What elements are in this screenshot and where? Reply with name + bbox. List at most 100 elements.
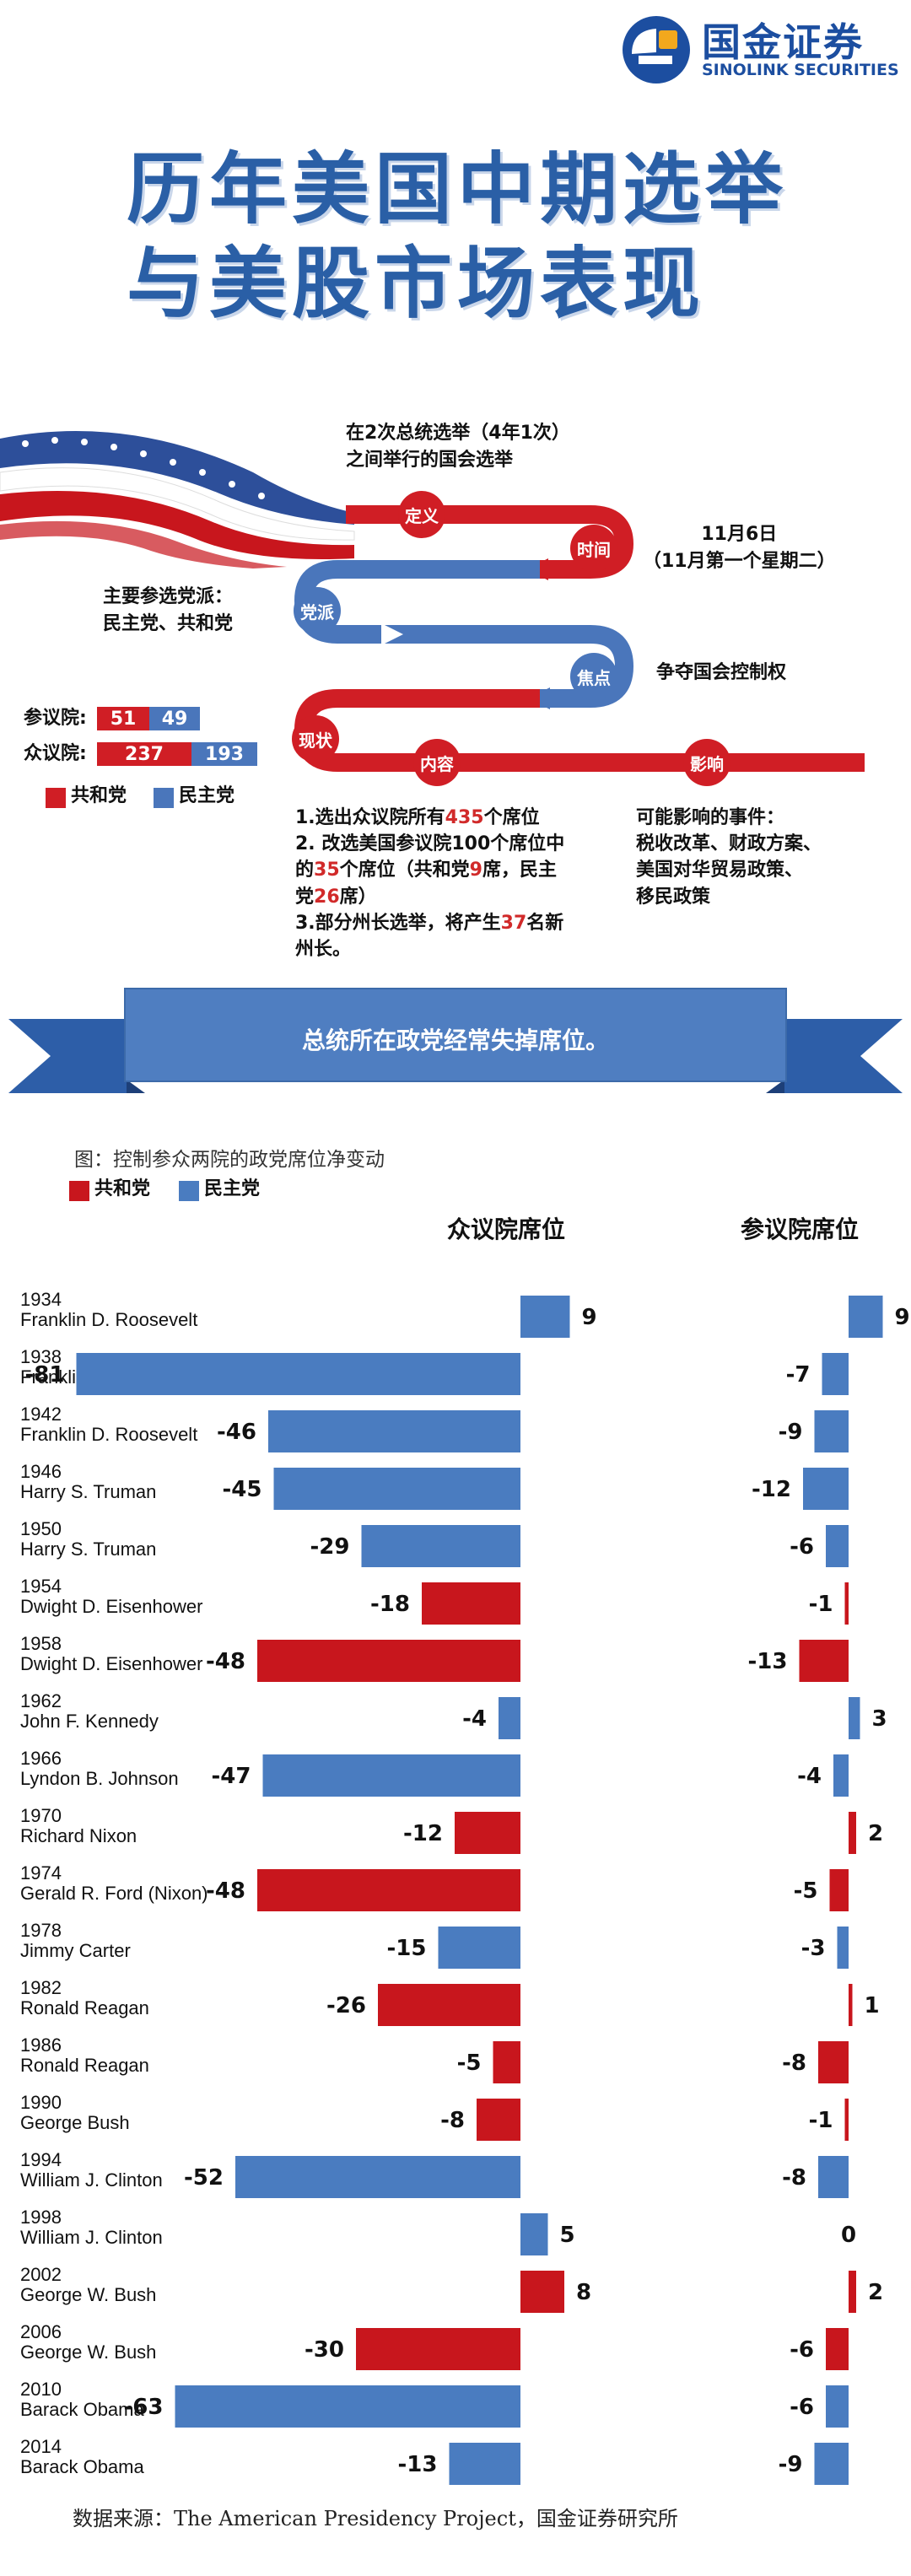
senate-value-label: 2 <box>868 2280 883 2305</box>
station-impact: 影响 <box>683 739 730 786</box>
house-value-label: -63 <box>124 2395 164 2420</box>
house-bar <box>438 1927 520 1969</box>
house-value-label: 5 <box>560 2223 575 2248</box>
station-status: 现状 <box>292 715 339 763</box>
house-rep-bar: 237 <box>97 742 191 766</box>
senate-bar <box>844 1582 849 1625</box>
category-president-label: Franklin D. Roosevelt <box>20 1309 197 1330</box>
house-value-label: -13 <box>398 2452 438 2477</box>
senate-bar <box>844 2099 849 2141</box>
category-year-label: 1974 <box>20 1862 62 1883</box>
chart-legend-republican-swatch <box>69 1181 89 1201</box>
house-bar <box>455 1812 520 1854</box>
senate-value-label: -6 <box>790 2337 814 2363</box>
senate-value-label: -4 <box>797 1764 822 1789</box>
category-year-label: 1934 <box>20 1289 62 1310</box>
category-year-label: 2014 <box>20 2436 62 2457</box>
senate-panel-title: 参议院席位 <box>741 1215 860 1243</box>
senate-bar <box>814 2443 849 2485</box>
station-focus: 焦点 <box>570 653 617 700</box>
house-value-label: -47 <box>212 1764 251 1789</box>
category-year-label: 2006 <box>20 2321 62 2342</box>
house-bar <box>449 2443 520 2485</box>
category-president-label: Richard Nixon <box>20 1825 137 1846</box>
house-value-label: 9 <box>582 1305 597 1330</box>
senate-bar <box>833 1754 849 1797</box>
house-bar <box>235 2156 520 2198</box>
senate-value-label: -9 <box>779 1420 803 1445</box>
house-value-label: -15 <box>387 1936 427 1961</box>
category-year-label: 1954 <box>20 1576 62 1597</box>
brand-name-cn: 国金证券 <box>702 19 864 65</box>
category-president-label: Barack Obama <box>20 2399 144 2420</box>
senate-dem-bar: 49 <box>149 707 200 730</box>
chart-legend-democrat-swatch <box>179 1181 199 1201</box>
house-value-label: -5 <box>457 2051 482 2076</box>
category-year-label: 1990 <box>20 2092 62 2113</box>
category-year-label: 2002 <box>20 2264 62 2285</box>
senate-value-label: -13 <box>748 1649 788 1674</box>
brand-name-en: SINOLINK SECURITIES <box>702 61 899 79</box>
category-president-label: Harry S. Truman <box>20 1481 156 1502</box>
house-value-label: -46 <box>217 1420 256 1445</box>
senate-bar <box>826 2328 849 2370</box>
station-time: 时间 <box>570 525 617 572</box>
senate-bar <box>837 1927 849 1969</box>
impact-text: 可能影响的事件： 税收改革、财政方案、 美国对华贸易政策、 移民政策 <box>636 807 822 908</box>
category-year-label: 1942 <box>20 1404 62 1425</box>
senate-bar <box>849 1984 853 2026</box>
station-parties: 党派 <box>294 587 341 634</box>
category-president-label: William J. Clinton <box>20 2227 163 2248</box>
category-year-label: 1946 <box>20 1461 62 1482</box>
category-president-label: Harry S. Truman <box>20 1539 156 1560</box>
chart-legend-republican-label: 共和党 <box>94 1178 151 1199</box>
house-bar <box>493 2041 520 2083</box>
category-president-label: George W. Bush <box>20 2342 156 2363</box>
house-dem-bar: 193 <box>191 742 257 766</box>
house-bar <box>273 1468 520 1510</box>
senate-bar <box>818 2156 849 2198</box>
house-bar <box>422 1582 520 1625</box>
house-value-label: -52 <box>184 2165 224 2191</box>
banner-ribbon <box>8 988 903 1093</box>
house-value-label: -48 <box>206 1649 245 1674</box>
house-bar <box>499 1697 520 1739</box>
category-president-label: Lyndon B. Johnson <box>20 1768 179 1789</box>
senate-value-label: -8 <box>782 2165 806 2191</box>
category-president-label: George Bush <box>20 2112 130 2133</box>
house-value-label: -4 <box>462 1706 487 1732</box>
source-note: 数据来源：The American Presidency Project，国金证… <box>73 2507 678 2530</box>
station-definition: 定义 <box>398 491 445 538</box>
category-president-label: William J. Clinton <box>20 2169 163 2191</box>
content-line-1: 1.选出众议院所有435个席位 <box>295 807 540 828</box>
senate-value-label: 2 <box>868 1821 883 1846</box>
house-value-label: -30 <box>305 2337 344 2363</box>
focus-text: 争夺国会控制权 <box>656 662 787 683</box>
senate-bar <box>849 1697 860 1739</box>
senate-bar <box>826 2385 849 2428</box>
house-value-label: 8 <box>576 2280 591 2305</box>
senate-bar <box>799 1640 849 1682</box>
page-title-line2: 与美股市场表现 <box>127 239 706 329</box>
senate-bar <box>826 1525 849 1567</box>
senate-value-label: -3 <box>801 1936 826 1961</box>
house-label: 众议院: <box>24 743 87 764</box>
senate-value-label: -7 <box>786 1362 811 1388</box>
house-value-label: -8 <box>440 2108 465 2133</box>
category-year-label: 1970 <box>20 1805 62 1826</box>
house-panel-title: 众议院席位 <box>447 1215 566 1243</box>
chart-title: 图：控制参众两院的政党席位净变动 <box>74 1149 385 1171</box>
category-president-label: Ronald Reagan <box>20 2055 149 2076</box>
definition-text: 在2次总统选举（4年1次） 之间举行的国会选举 <box>346 423 570 471</box>
category-year-label: 1978 <box>20 1920 62 1941</box>
senate-value-label: 3 <box>872 1706 887 1732</box>
house-bar <box>175 2385 520 2428</box>
parties-text: 主要参选党派： 民主党、共和党 <box>103 586 234 634</box>
content-list: 1.选出众议院所有435个席位 2. 改选美国参议院100个席位中 的35个席位… <box>295 805 564 962</box>
house-value-label: -29 <box>310 1534 350 1560</box>
senate-bar <box>803 1468 849 1510</box>
category-year-label: 1986 <box>20 2034 62 2056</box>
us-flag-swoosh-icon <box>0 431 355 569</box>
category-president-label: Franklin D. Roosevelt <box>20 1424 197 1445</box>
